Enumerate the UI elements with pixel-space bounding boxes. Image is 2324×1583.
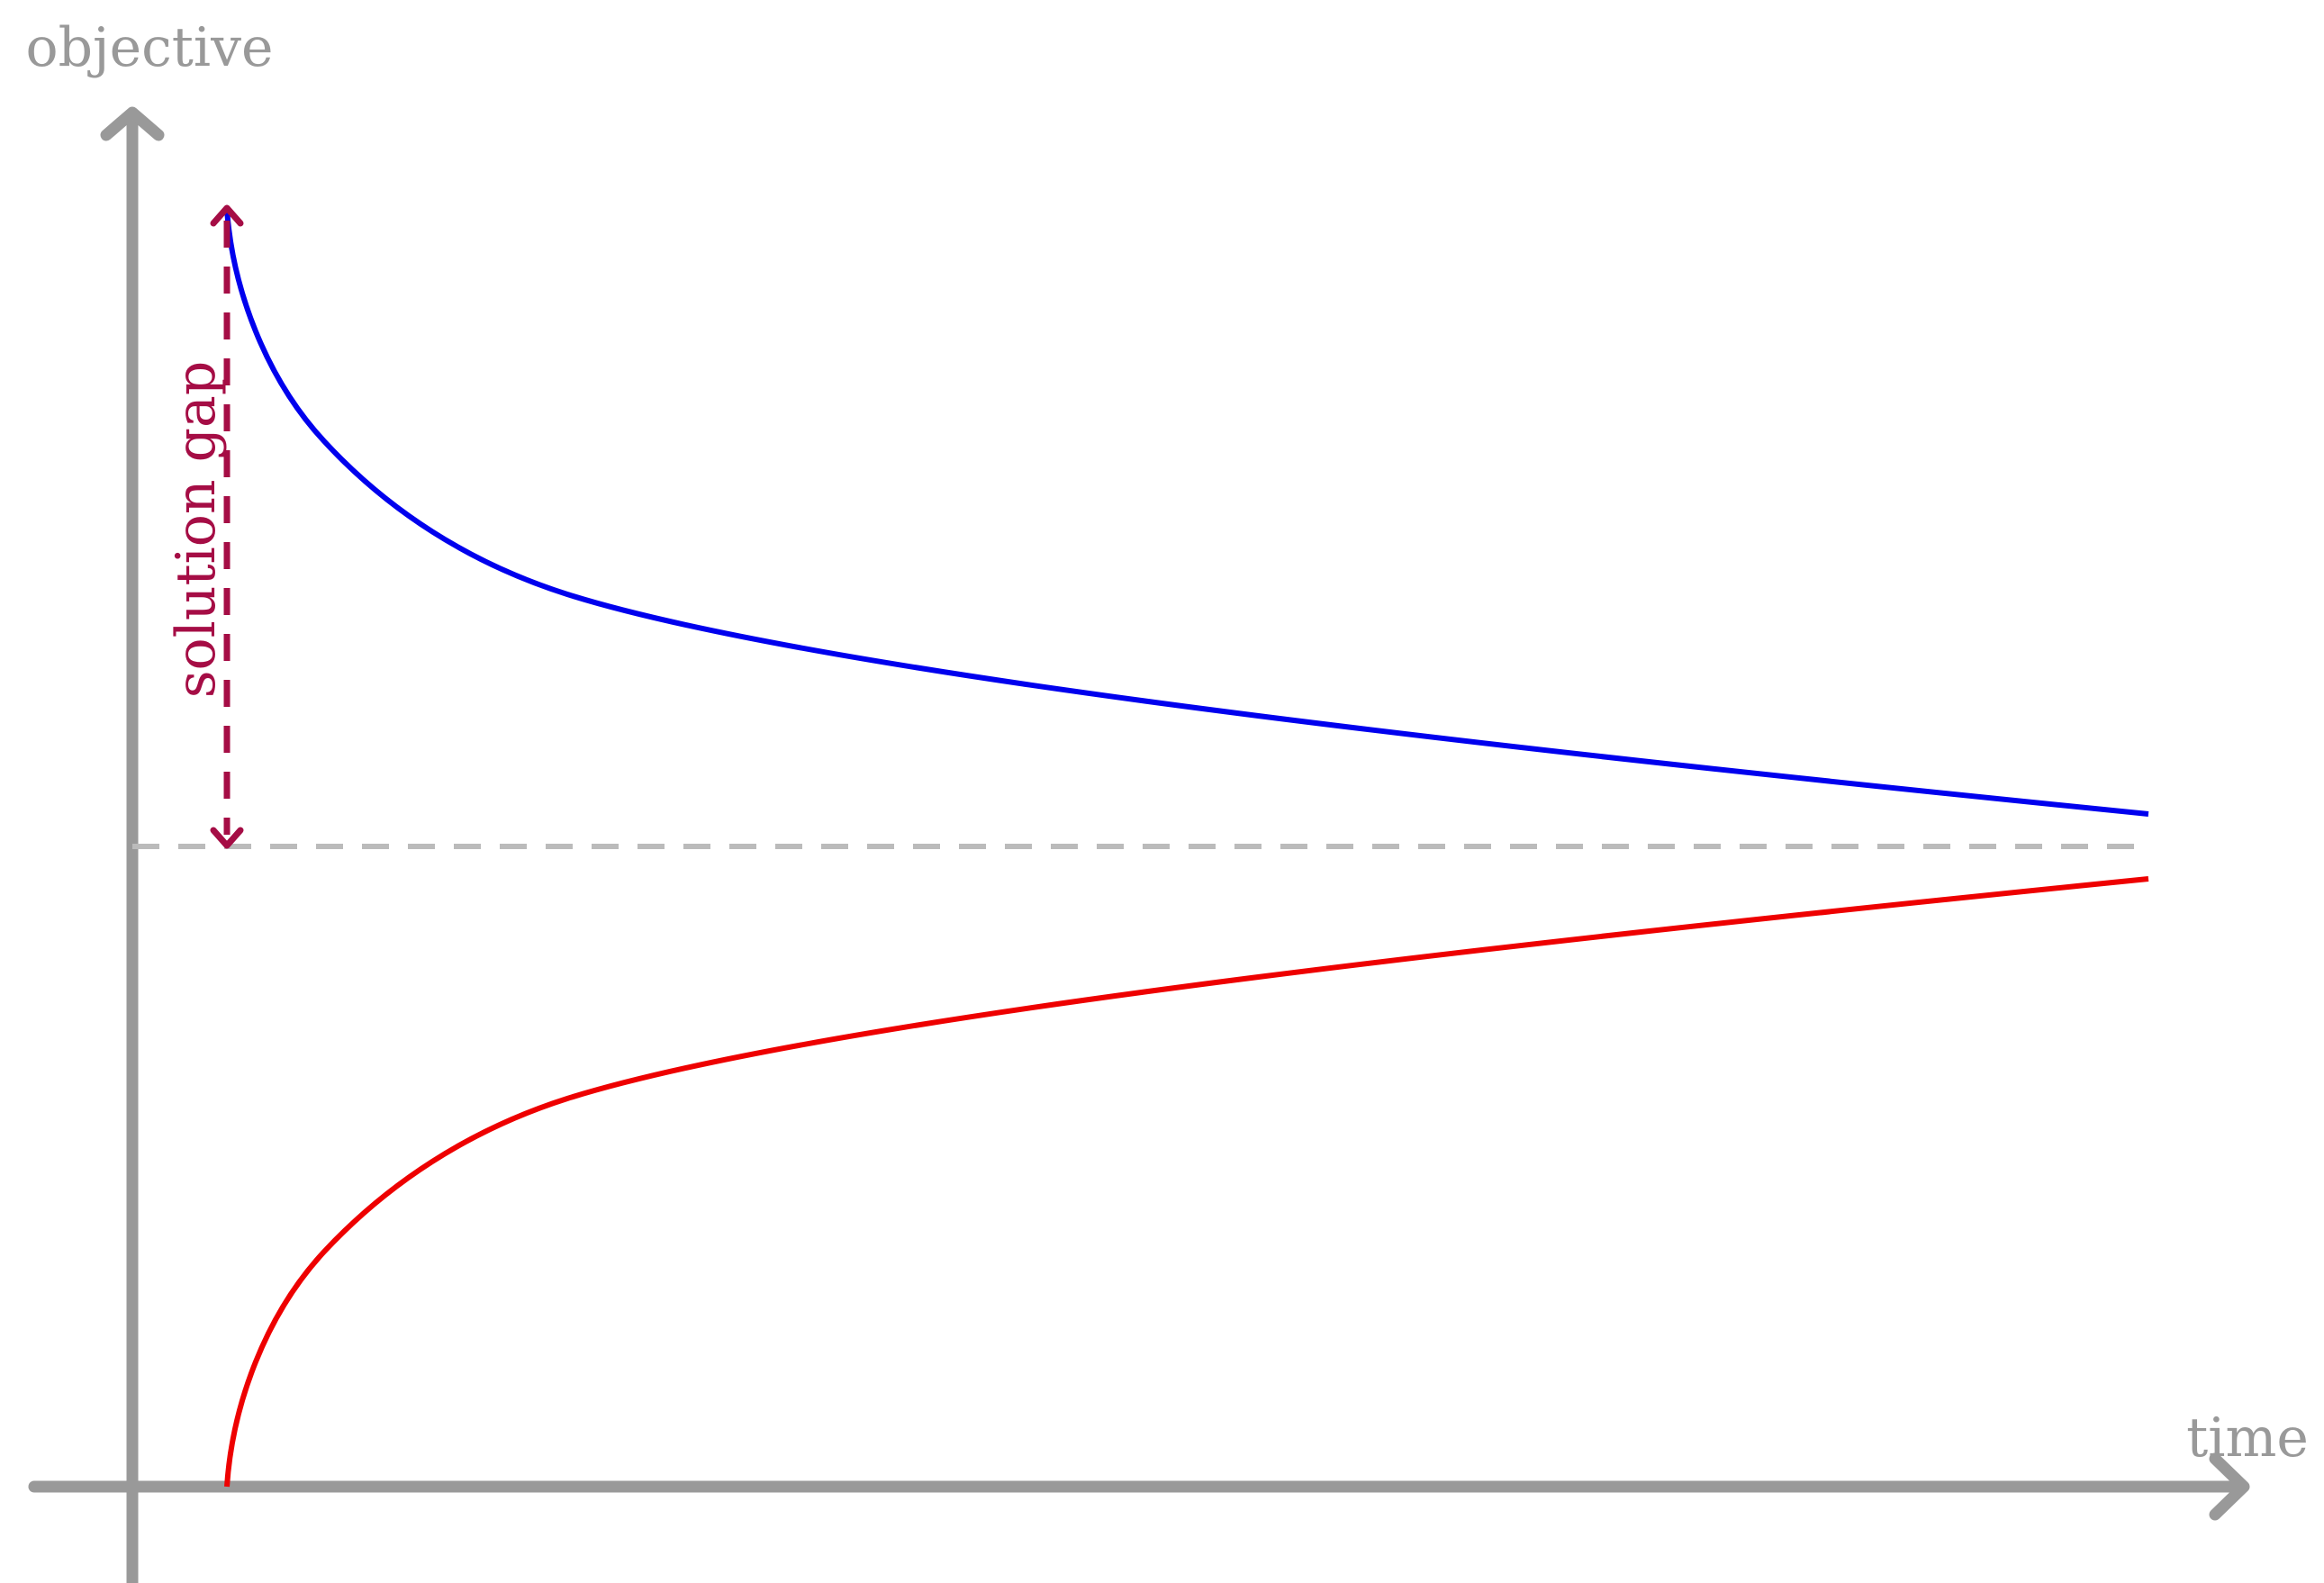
upper-bound-curve (224, 208, 2149, 817)
x-axis-label: time (2186, 1407, 2309, 1470)
x-axis-arrowhead-icon (2209, 1452, 2250, 1521)
gap-arrow-bottom-icon (210, 827, 244, 849)
lower-bound-curve (224, 876, 2149, 1488)
solution-gap-label: solution gap (165, 361, 228, 698)
y-axis-arrowhead-icon (100, 106, 165, 141)
gap-arrow-top-icon (210, 204, 244, 227)
y-axis-label: objective (26, 16, 274, 79)
